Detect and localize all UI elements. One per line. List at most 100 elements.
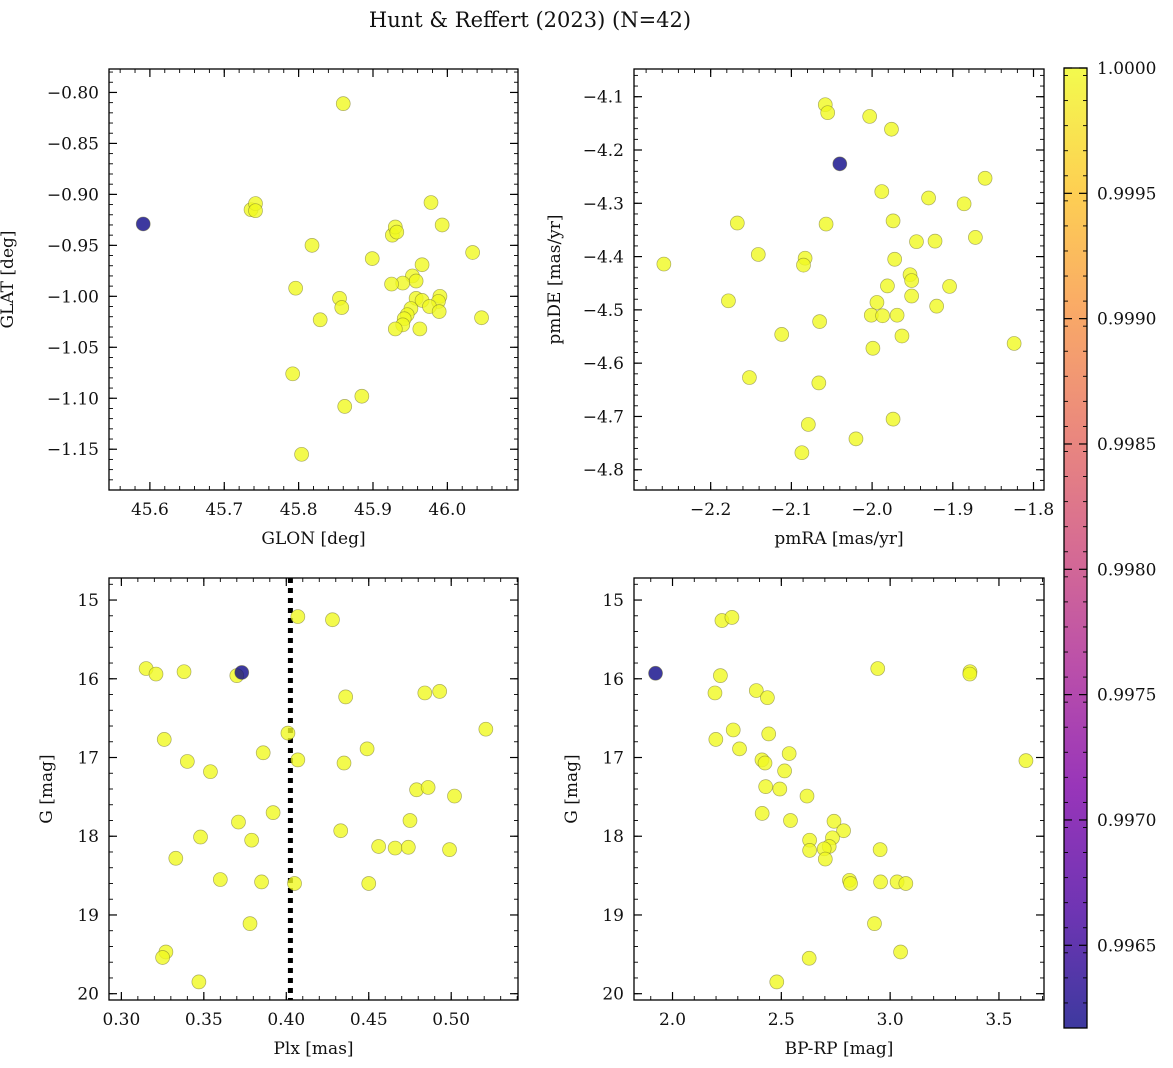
data-point xyxy=(193,829,208,845)
y-tick-label: 16 xyxy=(602,670,624,690)
data-point xyxy=(431,304,447,319)
data-point xyxy=(796,257,811,273)
x-axis-label: GLON [deg] xyxy=(261,529,365,549)
data-point xyxy=(176,664,192,680)
data-point xyxy=(203,764,218,780)
x-tick-label: 46.0 xyxy=(428,500,466,520)
data-point xyxy=(325,612,340,628)
y-axis-label: GLAT [deg] xyxy=(0,230,18,328)
data-point xyxy=(254,874,269,890)
data-point xyxy=(873,874,888,890)
data-point xyxy=(288,280,304,296)
data-point xyxy=(921,190,936,206)
data-point xyxy=(811,375,827,391)
data-point xyxy=(801,950,817,966)
data-point xyxy=(885,411,901,427)
data-point xyxy=(909,234,924,250)
colorbar-tick-label: 0.9995 xyxy=(1097,184,1156,204)
x-tick-label: 0.45 xyxy=(350,1010,388,1030)
data-point xyxy=(757,755,773,771)
y-tick-label: 18 xyxy=(77,827,99,847)
data-point xyxy=(942,279,957,294)
data-point xyxy=(826,813,842,829)
data-point xyxy=(777,763,792,779)
x-tick-label: −1.8 xyxy=(1013,500,1054,520)
data-point xyxy=(962,666,978,682)
data-point xyxy=(434,217,450,233)
data-point xyxy=(179,754,195,769)
y-tick-label: −4.8 xyxy=(583,461,624,481)
data-point xyxy=(212,872,228,887)
figure-title: Hunt & Reffert (2023) (N=42) xyxy=(369,8,691,32)
y-tick-label: 19 xyxy=(77,906,99,926)
y-tick-label: −0.95 xyxy=(47,236,99,256)
colorbar-tick-label: 0.9965 xyxy=(1097,936,1156,956)
data-point xyxy=(334,300,350,315)
data-point xyxy=(832,156,848,172)
y-tick-label: −1.00 xyxy=(47,287,99,307)
data-point xyxy=(389,224,405,240)
data-point xyxy=(478,721,494,737)
data-point xyxy=(384,276,399,292)
data-point xyxy=(290,752,306,768)
data-point xyxy=(648,665,663,681)
colorbar-tick-label: 0.9975 xyxy=(1097,686,1156,706)
data-point xyxy=(656,256,672,272)
x-tick-label: −1.9 xyxy=(932,500,973,520)
data-point xyxy=(312,312,328,328)
data-point xyxy=(977,170,993,186)
y-axis-label: pmDE [mas/yr] xyxy=(545,214,565,344)
data-point xyxy=(742,370,757,385)
data-point xyxy=(338,689,354,705)
data-point xyxy=(869,295,885,310)
data-point xyxy=(1018,753,1034,769)
x-tick-label: 0.50 xyxy=(432,1010,470,1030)
colorbar-tick-label: 0.9970 xyxy=(1097,811,1156,831)
data-point xyxy=(294,446,309,462)
y-tick-label: −4.3 xyxy=(583,194,624,214)
data-point xyxy=(1006,336,1022,351)
data-point xyxy=(244,832,260,848)
colorbar-tick-label: 0.9985 xyxy=(1097,435,1156,455)
y-tick-label: 20 xyxy=(77,985,99,1005)
data-point xyxy=(474,310,489,326)
panel-1: 45.6 45.7 45.8 45.9 46.0 −0.80 −0.85 −0.90 −0.95… xyxy=(0,68,519,549)
data-point xyxy=(155,950,170,965)
data-point xyxy=(721,293,736,309)
data-point xyxy=(432,684,448,699)
x-tick-label: 0.30 xyxy=(102,1010,140,1030)
y-tick-label: −0.90 xyxy=(47,185,99,205)
data-point xyxy=(156,732,172,747)
data-point xyxy=(800,417,816,432)
data-point xyxy=(874,184,890,199)
data-point xyxy=(414,257,430,273)
data-point xyxy=(290,609,306,624)
colorbar-tick-label: 1.0000 xyxy=(1097,59,1156,79)
data-point xyxy=(707,685,723,701)
data-point xyxy=(442,842,457,857)
data-point xyxy=(280,725,296,741)
data-point xyxy=(248,203,263,219)
data-point xyxy=(423,195,439,210)
data-point xyxy=(333,823,349,839)
data-point xyxy=(843,876,858,891)
data-point xyxy=(820,105,836,121)
data-point xyxy=(135,216,151,232)
data-point xyxy=(862,109,878,124)
data-point xyxy=(875,308,890,324)
data-point xyxy=(929,298,945,314)
data-point xyxy=(231,814,246,830)
panel-2: −2.2 −2.1 −2.0 −1.9 −1.8 −4.1 −4.2 −4.3 −4.4 −4.5… xyxy=(545,68,1054,549)
data-point xyxy=(802,843,817,858)
data-point xyxy=(836,823,851,839)
x-tick-label: 45.6 xyxy=(131,500,169,520)
x-tick-label: −2.0 xyxy=(851,500,892,520)
y-tick-label: −0.80 xyxy=(47,83,99,103)
x-tick-label: 3.5 xyxy=(985,1010,1012,1030)
data-point xyxy=(729,215,745,231)
data-point xyxy=(265,805,281,820)
data-point xyxy=(887,251,903,267)
y-tick-label: 18 xyxy=(602,827,624,847)
data-point xyxy=(772,781,788,797)
